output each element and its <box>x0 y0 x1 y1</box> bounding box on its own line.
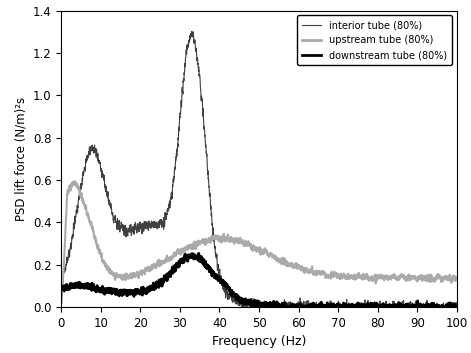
Legend: interior tube (80%), upstream tube (80%), downstream tube (80%): interior tube (80%), upstream tube (80%)… <box>297 16 452 65</box>
X-axis label: Frequency (Hz): Frequency (Hz) <box>212 335 306 348</box>
Y-axis label: PSD lift force (N/m)²s: PSD lift force (N/m)²s <box>14 97 27 221</box>
